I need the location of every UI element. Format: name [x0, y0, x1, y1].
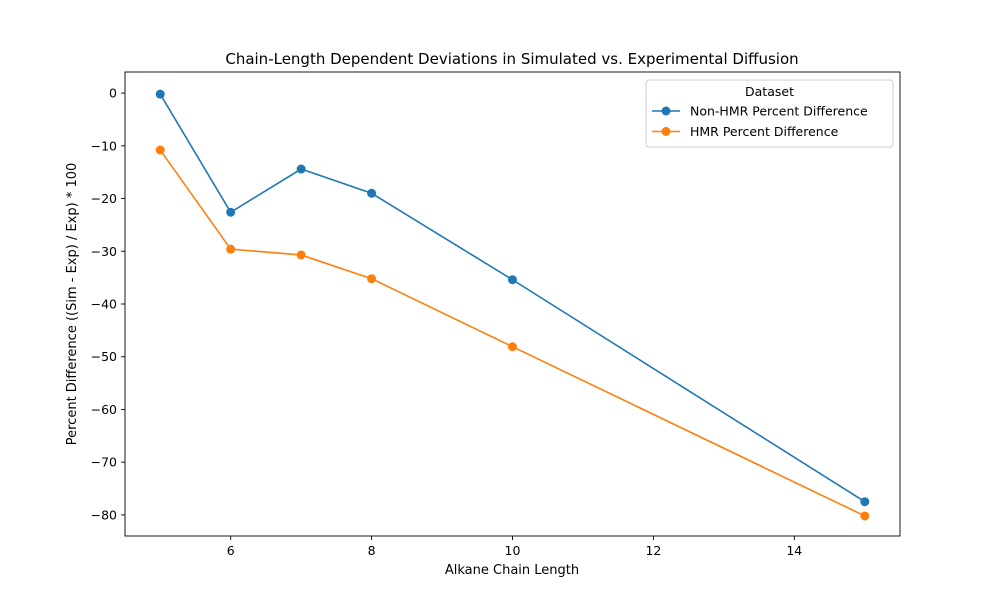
y-tick-label: −30 — [91, 244, 117, 259]
legend-title: Dataset — [745, 84, 794, 99]
legend: Dataset Non-HMR Percent Difference HMR Per… — [645, 79, 894, 148]
x-tick-label: 12 — [645, 543, 661, 558]
y-tick-label: 0 — [109, 86, 117, 101]
series-line-0 — [159, 93, 866, 503]
y-axis-label: Percent Difference ((Sim - Exp) / Exp) *… — [65, 163, 80, 446]
x-tick-label: 14 — [786, 543, 802, 558]
y-tick-label: −40 — [91, 297, 117, 312]
chart-title: Chain-Length Dependent Deviations in Sim… — [225, 50, 798, 68]
legend-entry-label: HMR Percent Difference — [690, 124, 839, 139]
y-tick-label: −80 — [91, 507, 117, 522]
y-tick-label: −60 — [91, 402, 117, 417]
y-tick-label: −70 — [91, 455, 117, 470]
legend-swatch-marker — [661, 106, 671, 116]
legend-entry-label: Non-HMR Percent Difference — [690, 104, 868, 119]
data-point — [367, 274, 377, 284]
data-point — [860, 511, 870, 521]
data-point — [860, 497, 870, 507]
data-point — [296, 250, 306, 260]
y-tick-label: −20 — [91, 191, 117, 206]
legend-box — [645, 79, 894, 148]
series-line-1 — [159, 149, 866, 517]
data-point — [226, 207, 236, 217]
data-point — [508, 342, 517, 352]
data-point — [296, 164, 306, 174]
y-tick-label: −10 — [91, 138, 117, 153]
x-tick-label: 8 — [368, 543, 376, 558]
data-point — [226, 244, 236, 254]
data-point — [155, 145, 165, 155]
y-tick-label: −50 — [91, 349, 117, 364]
axes-frame — [124, 71, 901, 537]
x-tick-label: 6 — [227, 543, 235, 558]
plot-area: 6 8 10 12 14 0 −10 −20 −30 −40 −50 −60 −70 −80 — [91, 71, 901, 558]
data-point — [508, 275, 517, 285]
data-point — [155, 89, 165, 99]
x-tick-label: 10 — [505, 543, 521, 558]
x-axis-label: Alkane Chain Length — [445, 563, 579, 578]
legend-swatch-marker — [661, 127, 671, 136]
data-point — [367, 188, 377, 198]
